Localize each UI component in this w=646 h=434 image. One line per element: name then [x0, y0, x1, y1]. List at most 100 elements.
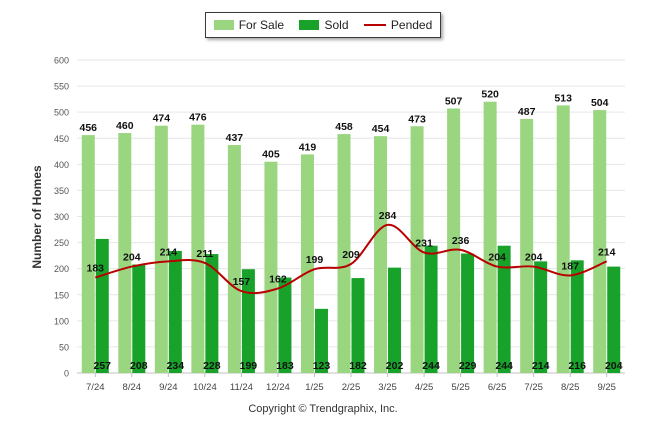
pended-value-label: 209 — [342, 249, 360, 261]
for-sale-value-label: 437 — [226, 132, 244, 144]
bar-for-sale[interactable] — [410, 126, 424, 373]
sold-value-label: 204 — [605, 360, 623, 372]
bar-for-sale[interactable] — [154, 125, 168, 373]
sold-value-label: 199 — [240, 360, 258, 372]
bar-sold[interactable] — [132, 264, 146, 373]
bar-for-sale[interactable] — [447, 108, 461, 373]
pended-value-label: 162 — [269, 273, 287, 285]
bar-for-sale[interactable] — [593, 110, 607, 373]
y-tick-label: 600 — [54, 56, 69, 66]
y-tick-label: 150 — [54, 290, 69, 300]
legend-item-sold[interactable]: Sold — [299, 18, 349, 32]
pended-value-label: 284 — [379, 210, 397, 222]
sold-value-label: 182 — [349, 360, 367, 372]
x-tick-label: 8/25 — [561, 382, 580, 393]
bar-sold[interactable] — [388, 267, 402, 373]
x-tick-label: 1/25 — [305, 382, 324, 393]
for-sale-value-label: 507 — [445, 96, 463, 108]
bar-for-sale[interactable] — [300, 154, 314, 373]
x-tick-label: 12/24 — [266, 382, 290, 393]
pended-value-label: 199 — [306, 254, 324, 266]
bar-sold[interactable] — [205, 254, 219, 373]
bar-for-sale[interactable] — [337, 134, 351, 373]
legend-item-for-sale[interactable]: For Sale — [213, 18, 285, 32]
bar-sold[interactable] — [351, 278, 365, 373]
sold-value-label: 216 — [568, 360, 586, 372]
for-sale-value-label: 504 — [591, 97, 609, 109]
bar-sold[interactable] — [497, 245, 511, 373]
sold-swatch — [299, 20, 320, 30]
y-tick-label: 200 — [54, 264, 69, 274]
pended-swatch — [363, 24, 386, 26]
y-tick-label: 500 — [54, 108, 69, 118]
x-tick-label: 4/25 — [415, 382, 434, 393]
for-sale-value-label: 419 — [299, 141, 317, 153]
x-tick-label: 10/24 — [193, 382, 217, 393]
bar-for-sale[interactable] — [520, 118, 534, 373]
bar-for-sale[interactable] — [118, 133, 132, 373]
pended-value-label: 231 — [415, 237, 433, 249]
pended-value-label: 157 — [233, 276, 251, 288]
x-tick-label: 2/25 — [342, 382, 361, 393]
legend-label-for-sale: For Sale — [238, 18, 285, 32]
bar-sold[interactable] — [241, 269, 255, 373]
x-tick-label: 6/25 — [488, 382, 507, 393]
bar-sold[interactable] — [534, 261, 548, 373]
bar-sold[interactable] — [168, 250, 182, 373]
sold-value-label: 123 — [313, 360, 331, 372]
for-sale-value-label: 476 — [189, 112, 207, 124]
for-sale-value-label: 460 — [116, 120, 134, 132]
for-sale-value-label: 456 — [80, 122, 98, 134]
y-tick-label: 450 — [54, 134, 69, 144]
for-sale-value-label: 487 — [518, 106, 536, 118]
sold-value-label: 214 — [532, 360, 550, 372]
sold-value-label: 202 — [386, 360, 404, 372]
bar-for-sale[interactable] — [264, 161, 278, 373]
bar-sold[interactable] — [278, 277, 292, 373]
bar-for-sale[interactable] — [191, 124, 205, 373]
bar-for-sale[interactable] — [374, 136, 388, 373]
x-tick-label: 3/25 — [378, 382, 397, 393]
for-sale-value-label: 474 — [153, 113, 171, 125]
sold-value-label: 257 — [94, 360, 112, 372]
y-tick-label: 400 — [54, 160, 69, 170]
legend-label-sold: Sold — [324, 18, 349, 32]
x-tick-label: 7/25 — [524, 382, 543, 393]
bar-sold[interactable] — [424, 245, 438, 373]
x-tick-label: 9/25 — [597, 382, 616, 393]
pended-value-label: 204 — [123, 252, 141, 264]
x-tick-label: 5/25 — [451, 382, 470, 393]
bar-sold[interactable] — [95, 238, 109, 373]
y-tick-label: 250 — [54, 238, 69, 248]
y-tick-label: 100 — [54, 316, 69, 326]
pended-value-label: 183 — [87, 263, 105, 275]
legend-item-pended[interactable]: Pended — [363, 18, 433, 32]
bar-for-sale[interactable] — [227, 145, 241, 373]
for-sale-value-label: 458 — [335, 121, 353, 133]
pended-value-label: 204 — [488, 252, 506, 264]
bar-for-sale[interactable] — [81, 135, 95, 373]
y-axis-label: Number of Homes — [30, 165, 44, 269]
for-sale-value-label: 473 — [408, 113, 426, 125]
sold-value-label: 244 — [422, 360, 440, 372]
legend-label-pended: Pended — [390, 18, 433, 32]
y-tick-label: 300 — [54, 212, 69, 222]
legend: For Sale Sold Pended — [205, 12, 441, 38]
bar-sold[interactable] — [314, 308, 328, 373]
y-tick-label: 350 — [54, 186, 69, 196]
bar-for-sale[interactable] — [483, 101, 497, 373]
for-sale-value-label: 405 — [262, 149, 280, 161]
bar-sold[interactable] — [461, 253, 475, 373]
bar-sold[interactable] — [570, 260, 584, 373]
pended-value-label: 187 — [561, 260, 579, 272]
sold-value-label: 229 — [459, 360, 477, 372]
bar-for-sale[interactable] — [556, 105, 570, 373]
sold-value-label: 234 — [167, 360, 185, 372]
y-tick-label: 50 — [59, 342, 69, 352]
y-tick-label: 550 — [54, 82, 69, 92]
copyright-text: Copyright © Trendgraphix, Inc. — [248, 403, 398, 415]
pended-series-line[interactable] — [94, 223, 608, 295]
pended-value-label: 214 — [160, 246, 178, 258]
bar-sold[interactable] — [607, 266, 621, 373]
